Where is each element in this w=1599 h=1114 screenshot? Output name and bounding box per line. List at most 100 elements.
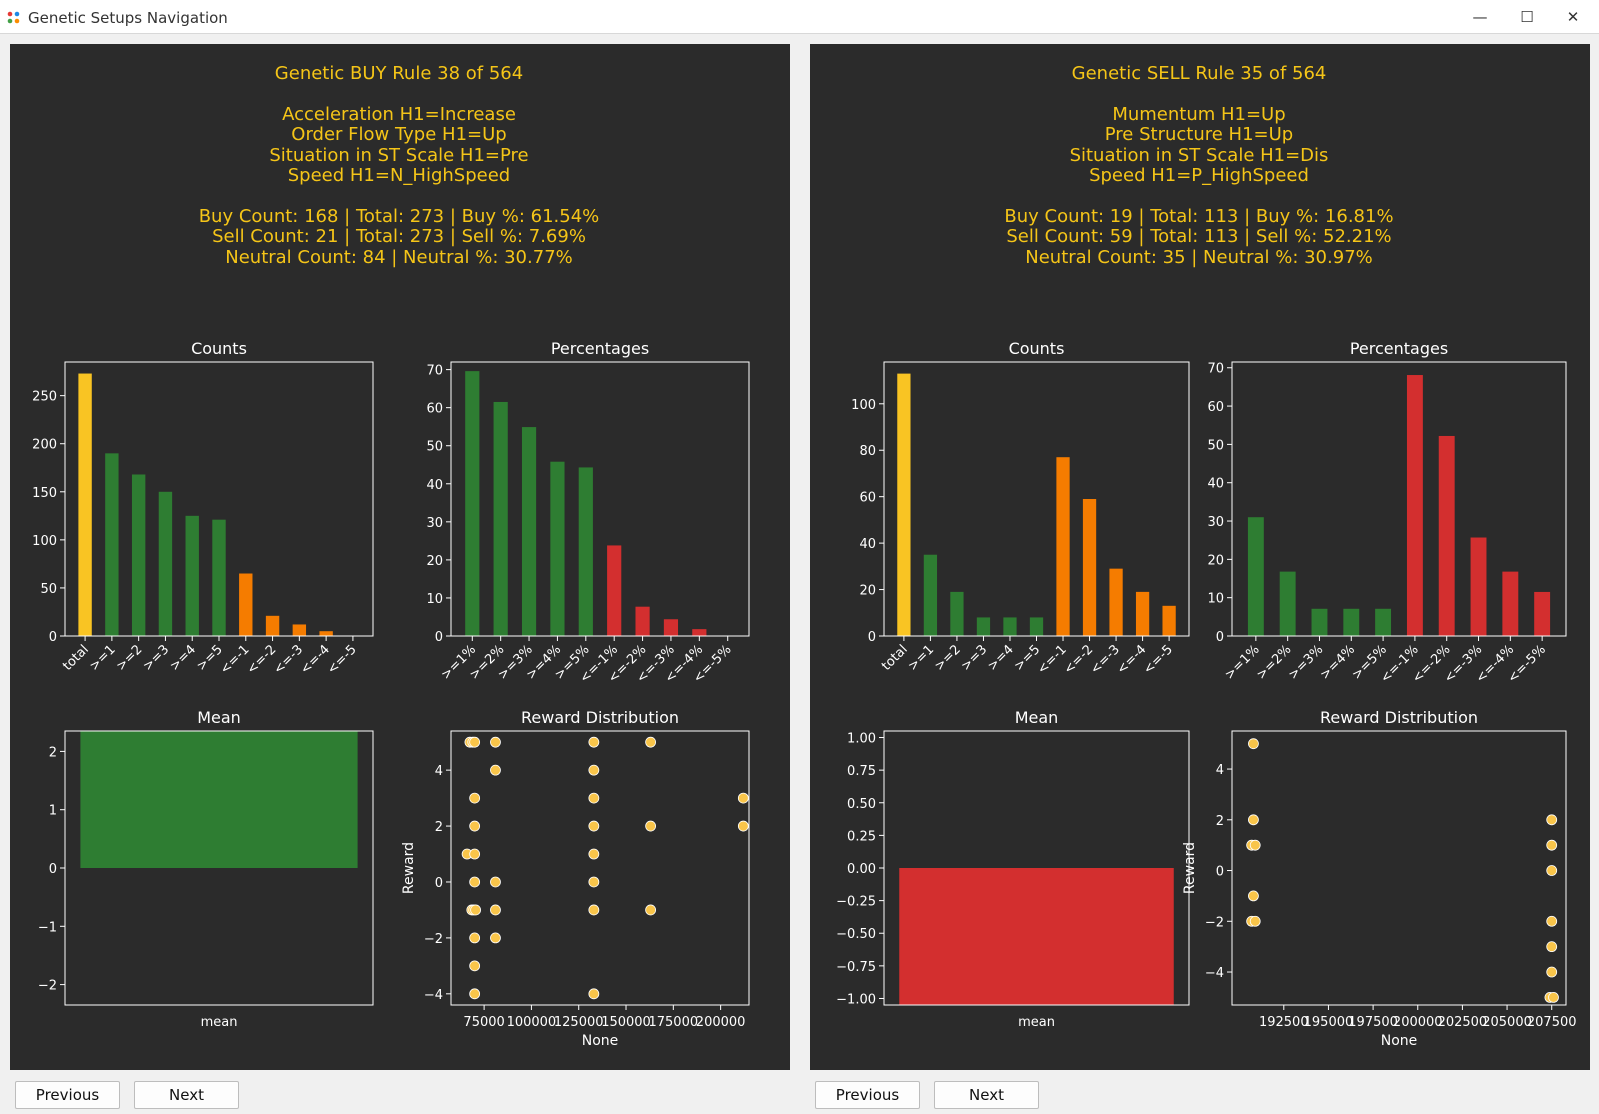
scatter-point (645, 736, 657, 748)
x-tick-label: total (879, 642, 911, 674)
x-tick-label: >=1 (87, 642, 119, 674)
scatter-point (490, 904, 501, 916)
y-tick-label: 4 (1216, 763, 1224, 778)
bar (265, 615, 280, 636)
chart-title: Percentages (551, 339, 649, 358)
bar (950, 591, 964, 636)
scatter-point (469, 792, 481, 804)
bar (1247, 517, 1264, 636)
x-tick-label: <=-1 (217, 642, 252, 677)
bar (131, 474, 146, 636)
x-tick-label: 200000 (696, 1015, 746, 1030)
rule-condition: Speed H1=N_HighSpeed (288, 165, 510, 186)
y-tick-label: 2 (49, 745, 57, 760)
bar (105, 453, 119, 636)
scatter-point (588, 792, 600, 804)
scatter-point (645, 904, 657, 916)
bar (521, 427, 537, 636)
y-tick-label: 2 (1216, 814, 1224, 829)
scatter-point (588, 820, 600, 832)
y-tick-label: 0 (1216, 865, 1224, 880)
scatter-point (645, 820, 657, 832)
bar (663, 619, 679, 636)
bar (1311, 608, 1328, 636)
y-tick-label: 0.50 (847, 797, 876, 812)
previous-button[interactable]: Previous (815, 1081, 920, 1109)
x-tick-label: >=1 (905, 642, 937, 674)
next-button[interactable]: Next (934, 1081, 1039, 1109)
close-button[interactable]: ✕ (1566, 8, 1580, 26)
maximize-button[interactable]: ☐ (1520, 8, 1534, 26)
x-tick-label: >=4% (1318, 642, 1359, 683)
y-tick-label: 0 (435, 630, 443, 645)
sell-stats: Sell Count: 21 | Total: 273 | Sell %: 7.… (212, 226, 586, 247)
y-tick-label: 10 (426, 592, 443, 607)
y-tick-label: 60 (859, 491, 876, 506)
y-tick-label: 100 (32, 534, 57, 549)
next-button[interactable]: Next (134, 1081, 239, 1109)
axes-frame (1231, 730, 1567, 1006)
scatter-point (1249, 915, 1261, 927)
scatter-point (737, 792, 749, 804)
y-axis-label: Reward (401, 842, 417, 894)
bar (493, 401, 508, 636)
x-tick-label: >=2 (932, 642, 964, 674)
bar (1470, 537, 1487, 636)
x-tick-label: >=1% (1222, 642, 1263, 683)
buy-stats: Buy Count: 168 | Total: 273 | Buy %: 61.… (199, 206, 600, 227)
x-tick-label: 197500 (1348, 1015, 1398, 1030)
scatter-point (469, 848, 481, 860)
minimize-button[interactable]: — (1472, 8, 1488, 26)
bar (1003, 617, 1017, 636)
bar (1029, 617, 1044, 636)
rule-condition: Speed H1=P_HighSpeed (1089, 165, 1309, 186)
y-tick-label: −4 (1205, 966, 1224, 981)
scatter-point (588, 848, 600, 860)
y-tick-label: 0 (49, 862, 57, 877)
y-tick-label: 60 (1207, 400, 1224, 415)
scatter-point (1546, 839, 1558, 851)
bar (1135, 591, 1150, 636)
x-tick-label: >=4 (985, 642, 1017, 674)
x-tick-label: 75000 (463, 1015, 504, 1030)
scatter-point (469, 932, 481, 944)
buy-nav-bar: Previous Next (10, 1074, 790, 1114)
y-tick-label: 50 (40, 582, 57, 597)
bar (1109, 568, 1123, 636)
sell-nav-bar: Previous Next (810, 1074, 1590, 1114)
axes-frame (64, 361, 374, 637)
y-tick-label: 70 (426, 364, 443, 379)
y-tick-label: 250 (32, 390, 57, 405)
bar (550, 461, 565, 636)
scatter-point (737, 820, 749, 832)
scatter-point (490, 764, 501, 776)
bar (635, 606, 650, 636)
rule-condition: Situation in ST Scale H1=Dis (1070, 145, 1329, 166)
y-tick-label: −1 (38, 920, 57, 935)
rule-condition: Order Flow Type H1=Up (291, 124, 506, 145)
y-tick-label: 20 (859, 584, 876, 599)
bar (692, 629, 707, 636)
bar (578, 467, 593, 636)
y-tick-label: 50 (1207, 438, 1224, 453)
y-axis-label: Reward (1182, 842, 1198, 894)
scatter-point (588, 904, 600, 916)
reward-distribution-chart: Reward Distribution −4 −2 0 2 4 19250019500019… (1182, 708, 1577, 1049)
buy-rule-figure: Genetic BUY Rule 38 of 564 Acceleration … (32, 63, 750, 1049)
x-tick-label: 195000 (1304, 1015, 1354, 1030)
bar (923, 554, 938, 636)
y-tick-label: 20 (1207, 553, 1224, 568)
axes-frame (1231, 361, 1567, 637)
chart-title: Mean (197, 708, 241, 727)
x-tick-label: <=-2 (244, 642, 279, 677)
previous-button[interactable]: Previous (15, 1081, 120, 1109)
chart-title: Mean (1015, 708, 1059, 727)
window-title: Genetic Setups Navigation (28, 9, 228, 27)
y-tick-label: −2 (38, 979, 57, 994)
y-tick-label: 0.25 (847, 829, 876, 844)
x-tick-label: >=2% (1254, 642, 1295, 683)
bar (1279, 571, 1296, 636)
counts-chart: Counts020406080100total>=1>=2>=3>=4>=5<=… (851, 339, 1190, 677)
counts-chart: Counts050100150200250total>=1>=2>=3>=4>=… (32, 339, 374, 677)
app-icon (7, 11, 20, 24)
